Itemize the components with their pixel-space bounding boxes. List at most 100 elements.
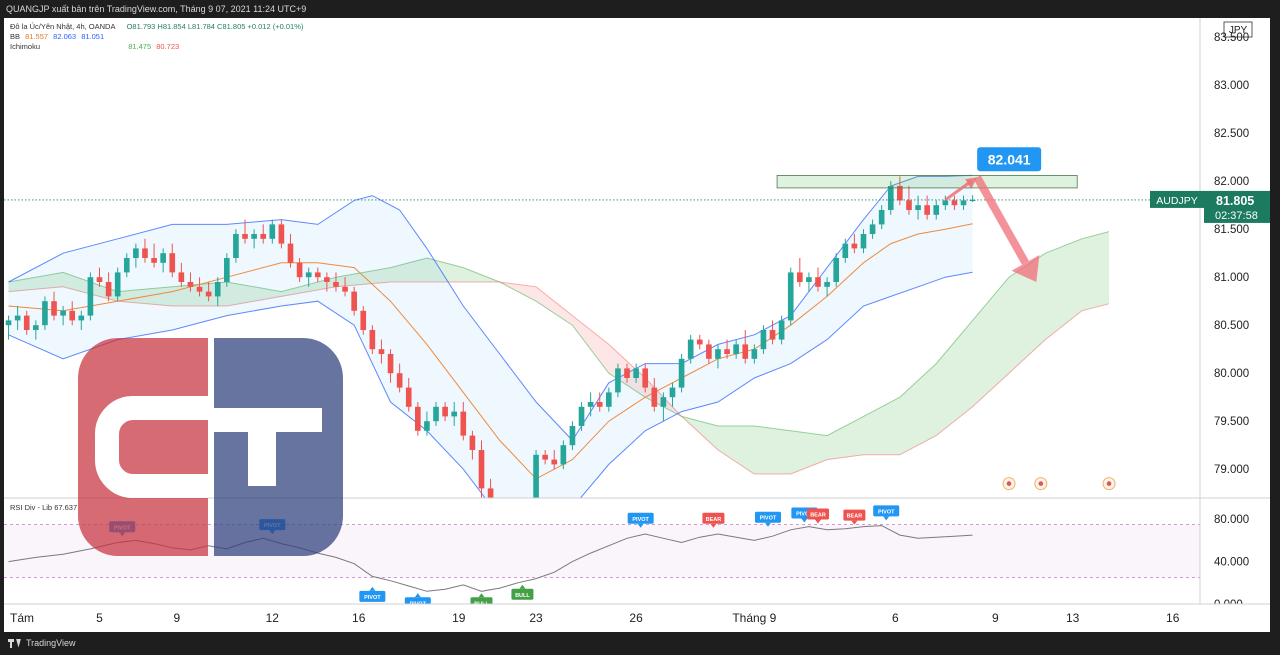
candle [169, 243, 176, 278]
time-tick-label: 23 [529, 611, 543, 625]
candle [478, 440, 485, 498]
candle-body [569, 426, 576, 446]
cloud-segment [226, 282, 282, 306]
candle [305, 267, 312, 287]
cloud-segment [536, 286, 573, 326]
candle-body [833, 258, 840, 282]
rsi-marker-pointer [801, 518, 808, 523]
candle-body [205, 291, 212, 297]
candle [151, 243, 157, 268]
candle [487, 478, 494, 498]
candle-body [23, 315, 30, 330]
price-tick-label: 83.500 [1214, 32, 1249, 44]
footer-bar: TradingView [0, 632, 1280, 655]
candle-body [715, 349, 721, 359]
candle-body [687, 339, 694, 359]
candle [960, 195, 967, 210]
cloud-segment [790, 430, 828, 474]
candle [606, 387, 612, 412]
candle-body [214, 282, 221, 297]
time-tick-label: 26 [629, 611, 643, 625]
candle [687, 334, 694, 364]
candle-body [369, 330, 376, 350]
candle-body [851, 243, 858, 249]
candle-body [415, 406, 421, 431]
candle-body [114, 272, 121, 297]
candle-body [178, 272, 185, 282]
candle-body [860, 234, 867, 249]
bb-middle-value: 81.557 [25, 32, 49, 41]
candle-body [69, 310, 76, 321]
candle [296, 258, 303, 282]
rsi-marker-bull: BULL [511, 584, 534, 600]
candle-body [160, 253, 166, 263]
candle [196, 277, 203, 297]
cloud-segment [1081, 231, 1109, 311]
cycle-marker-dot [1006, 481, 1012, 486]
candle-body [287, 243, 294, 263]
projection-down-arrow [973, 175, 1029, 265]
candle [624, 363, 630, 383]
time-tick-label: 9 [992, 611, 999, 625]
candle-body [742, 344, 749, 359]
rsi-marker-pointer [414, 593, 421, 598]
target-price-callout: 82.041 [977, 147, 1042, 172]
candle [314, 267, 321, 282]
candle [551, 450, 558, 470]
candle [878, 205, 885, 230]
candle [497, 498, 503, 527]
projection-up-arrowhead [965, 177, 978, 190]
bb-label: BB [10, 32, 21, 41]
candle [651, 378, 658, 412]
price-tick-label: 79.000 [1214, 464, 1249, 476]
rsi-label: RSI Div - Lib [10, 503, 53, 512]
cloud-segment [899, 363, 937, 455]
candle [796, 258, 803, 287]
candle-body [442, 406, 448, 417]
candle-body [887, 186, 894, 210]
candle-body [906, 200, 912, 210]
candle [87, 272, 94, 321]
candle [906, 186, 912, 215]
candle-body [497, 508, 503, 518]
candle [524, 498, 530, 522]
candle-body [669, 387, 676, 398]
candle-body [269, 224, 276, 239]
candle [887, 181, 894, 215]
symbol-tag-box [1150, 190, 1204, 208]
candle [160, 248, 166, 273]
currency-label: JPY [1229, 25, 1248, 36]
candle [578, 402, 585, 431]
indicator-legend: Đô la Úc/Yên Nhật, 4h, OANDA O81.793 H81… [10, 22, 306, 52]
candle-body [14, 315, 21, 321]
candle [806, 272, 812, 292]
target-price-box [977, 147, 1042, 172]
cloud-segment [936, 320, 973, 436]
bb-lower-line [8, 271, 973, 498]
cloud-segment [390, 258, 427, 282]
candle-body [396, 373, 403, 388]
candle [969, 195, 976, 202]
candle-body [533, 454, 539, 498]
cloud-segment [1009, 253, 1046, 374]
candle-body [578, 406, 585, 426]
ichimoku-span-b-value: 80.723 [156, 42, 180, 51]
candle [642, 363, 649, 393]
candle-body [724, 349, 730, 354]
tradingview-brand[interactable]: TradingView [8, 638, 76, 648]
candle [869, 219, 876, 239]
rsi-marker-label: PIVOT [760, 516, 777, 522]
candle-body [660, 397, 667, 407]
candle [587, 392, 594, 417]
candle [242, 219, 248, 244]
candle-body [506, 512, 512, 517]
annotation-layer: 82.041 [4, 147, 1200, 491]
cloud-span-a [8, 231, 1110, 437]
price-tick-label: 80.000 [1214, 368, 1249, 380]
candle [387, 349, 394, 383]
candle [669, 382, 676, 407]
candle-body [751, 349, 758, 359]
candle-body [324, 277, 330, 282]
rsi-marker-pivot: PIVOT [359, 586, 386, 602]
